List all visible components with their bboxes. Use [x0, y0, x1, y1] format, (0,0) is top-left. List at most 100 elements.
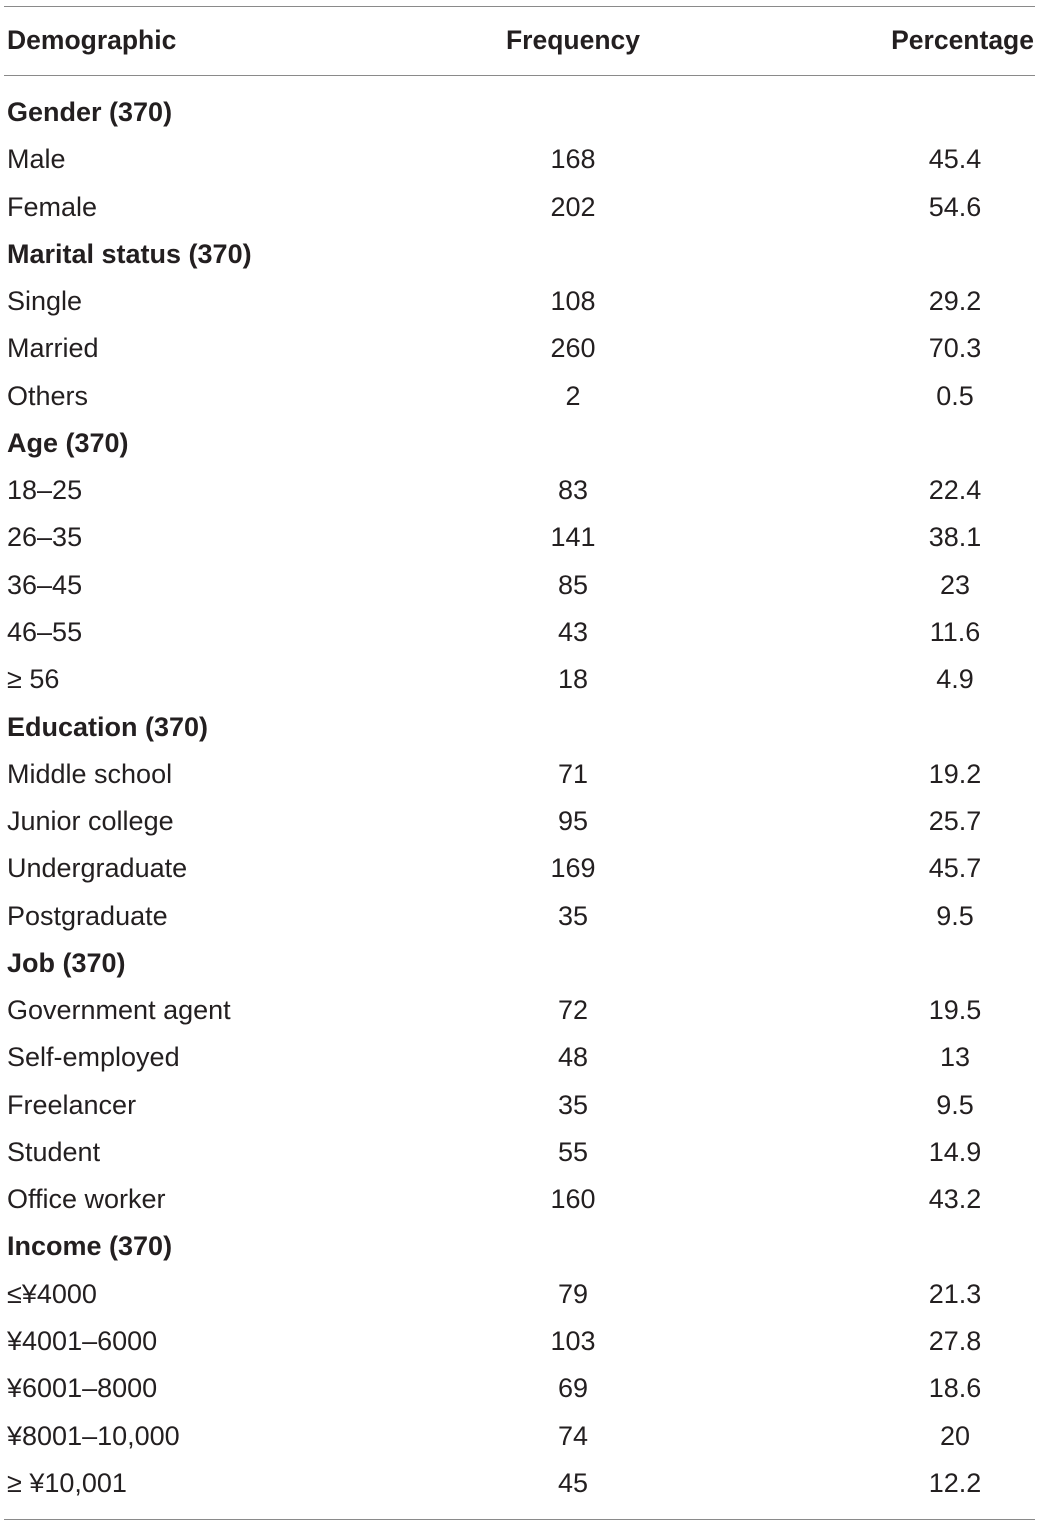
- table-row: Others 2 0.5: [0, 373, 1040, 420]
- frequency-cell: 55: [557, 1136, 589, 1167]
- group-header-row: Gender (370): [0, 89, 1040, 136]
- group-label: Gender (370): [7, 97, 173, 127]
- frequency-cell: 83: [557, 475, 589, 506]
- table-row: Office worker 160 43.2: [0, 1176, 1040, 1223]
- row-label: Single: [7, 286, 83, 317]
- row-label: ¥4001–6000: [7, 1326, 158, 1357]
- percentage-cell: 22.4: [928, 475, 982, 506]
- percentage-cell: 9.5: [936, 1089, 974, 1120]
- table-row: Middle school 71 19.2: [0, 751, 1040, 798]
- table-row: 18–25 83 22.4: [0, 467, 1040, 514]
- frequency-cell: 18: [557, 664, 589, 695]
- bottom-rule: [4, 1519, 1035, 1520]
- percentage-cell: 45.4: [928, 144, 982, 175]
- table-row: Government agent 72 19.5: [0, 987, 1040, 1034]
- group-header-row: Income (370): [0, 1223, 1040, 1270]
- percentage-cell: 9.5: [936, 900, 974, 931]
- row-label: Junior college: [7, 806, 174, 837]
- frequency-cell: 168: [550, 144, 596, 175]
- frequency-cell: 260: [550, 333, 596, 364]
- top-rule: [4, 6, 1035, 7]
- group-header-row: Education (370): [0, 704, 1040, 751]
- table-row: Undergraduate 169 45.7: [0, 845, 1040, 892]
- group-label: Income (370): [7, 1231, 173, 1262]
- frequency-cell: 48: [557, 1042, 589, 1073]
- row-label: Others: [7, 380, 89, 411]
- percentage-cell: 29.2: [928, 286, 982, 317]
- row-label: Office worker: [7, 1184, 166, 1215]
- row-label: Government agent: [7, 995, 231, 1026]
- percentage-cell: 45.7: [928, 853, 982, 884]
- header-percentage: Percentage: [891, 25, 1034, 55]
- group-label: Marital status (370): [7, 238, 252, 269]
- frequency-cell: 35: [557, 900, 589, 931]
- percentage-cell: 70.3: [928, 333, 982, 364]
- row-label: 18–25: [7, 475, 83, 506]
- percentage-cell: 18.6: [928, 1373, 982, 1404]
- row-label: ¥6001–8000: [7, 1373, 158, 1404]
- frequency-cell: 71: [557, 758, 589, 789]
- group-header-row: Marital status (370): [0, 231, 1040, 278]
- row-label: Self-employed: [7, 1042, 180, 1073]
- group-header-row: Job (370): [0, 940, 1040, 987]
- table-row: Freelancer 35 9.5: [0, 1082, 1040, 1129]
- row-label: 46–55: [7, 616, 83, 647]
- table-row: Postgraduate 35 9.5: [0, 893, 1040, 940]
- frequency-cell: 2: [565, 380, 581, 411]
- percentage-cell: 21.3: [928, 1278, 982, 1309]
- table-row: ≤¥4000 79 21.3: [0, 1271, 1040, 1318]
- header-rule: [4, 75, 1035, 76]
- frequency-cell: 103: [550, 1326, 596, 1357]
- percentage-cell: 0.5: [936, 380, 974, 411]
- table-row: Student 55 14.9: [0, 1129, 1040, 1176]
- row-label: Male: [7, 144, 66, 175]
- percentage-cell: 4.9: [936, 664, 974, 695]
- table-row: Married 260 70.3: [0, 325, 1040, 372]
- frequency-cell: 160: [550, 1184, 596, 1215]
- header-demographic: Demographic: [7, 25, 177, 55]
- row-label: 36–45: [7, 569, 83, 600]
- table-row: Female 202 54.6: [0, 184, 1040, 231]
- frequency-cell: 169: [550, 853, 596, 884]
- table-row: Self-employed 48 13: [0, 1034, 1040, 1081]
- frequency-cell: 95: [557, 806, 589, 837]
- percentage-cell: 19.2: [928, 758, 982, 789]
- row-label: Middle school: [7, 758, 173, 789]
- frequency-cell: 35: [557, 1089, 589, 1120]
- table-row: ¥8001–10,000 74 20: [0, 1413, 1040, 1460]
- percentage-cell: 27.8: [928, 1326, 982, 1357]
- table-row: ¥4001–6000 103 27.8: [0, 1318, 1040, 1365]
- table-row: 26–35 141 38.1: [0, 514, 1040, 561]
- table-row: 46–55 43 11.6: [0, 609, 1040, 656]
- percentage-cell: 19.5: [928, 995, 982, 1026]
- table-row: Single 108 29.2: [0, 278, 1040, 325]
- table-header-row: Demographic Frequency Percentage: [0, 17, 1040, 64]
- frequency-cell: 202: [550, 191, 596, 222]
- table-row: 36–45 85 23: [0, 562, 1040, 609]
- percentage-cell: 13: [939, 1042, 971, 1073]
- percentage-cell: 14.9: [928, 1136, 982, 1167]
- frequency-cell: 43: [557, 616, 589, 647]
- frequency-cell: 45: [557, 1467, 589, 1498]
- group-label: Education (370): [7, 711, 209, 742]
- row-label: Married: [7, 333, 99, 364]
- header-frequency: Frequency: [505, 25, 640, 55]
- frequency-cell: 79: [557, 1278, 589, 1309]
- percentage-cell: 38.1: [928, 522, 982, 553]
- row-label: ≥ 56: [7, 664, 60, 695]
- table-row: Male 168 45.4: [0, 136, 1040, 183]
- row-label: 26–35: [7, 522, 83, 553]
- table-row: ¥6001–8000 69 18.6: [0, 1365, 1040, 1412]
- table-row: ≥ ¥10,001 45 12.2: [0, 1460, 1040, 1507]
- row-label: ≥ ¥10,001: [7, 1467, 127, 1498]
- table-row: ≥ 56 18 4.9: [0, 656, 1040, 703]
- frequency-cell: 72: [557, 995, 589, 1026]
- percentage-cell: 54.6: [928, 191, 982, 222]
- row-label: ¥8001–10,000: [7, 1420, 180, 1451]
- row-label: Postgraduate: [7, 900, 168, 931]
- group-header-row: Age (370): [0, 420, 1040, 467]
- percentage-cell: 11.6: [929, 616, 981, 647]
- group-label: Job (370): [7, 947, 126, 978]
- frequency-cell: 141: [550, 522, 596, 553]
